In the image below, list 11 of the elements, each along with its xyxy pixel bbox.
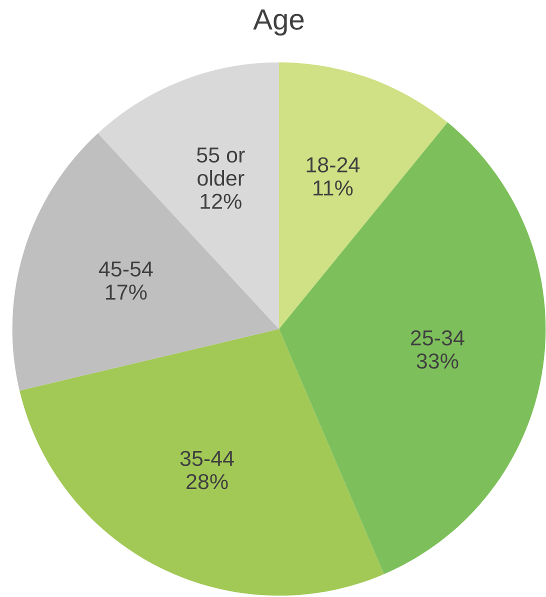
data-label: 17%	[106, 284, 147, 300]
data-label: 28%	[186, 474, 228, 490]
data-label: 11%	[314, 180, 353, 196]
chart-title: Age	[253, 9, 304, 36]
data-label: 12%	[200, 194, 242, 209]
slice-label: 55 or older	[196, 148, 245, 186]
slice-label: 25-34	[410, 330, 464, 346]
slice-label: 18-24	[306, 157, 360, 172]
data-label: 33%	[416, 353, 458, 369]
slice-label: 35-44	[180, 450, 234, 466]
slice-label: 45-54	[98, 262, 153, 277]
